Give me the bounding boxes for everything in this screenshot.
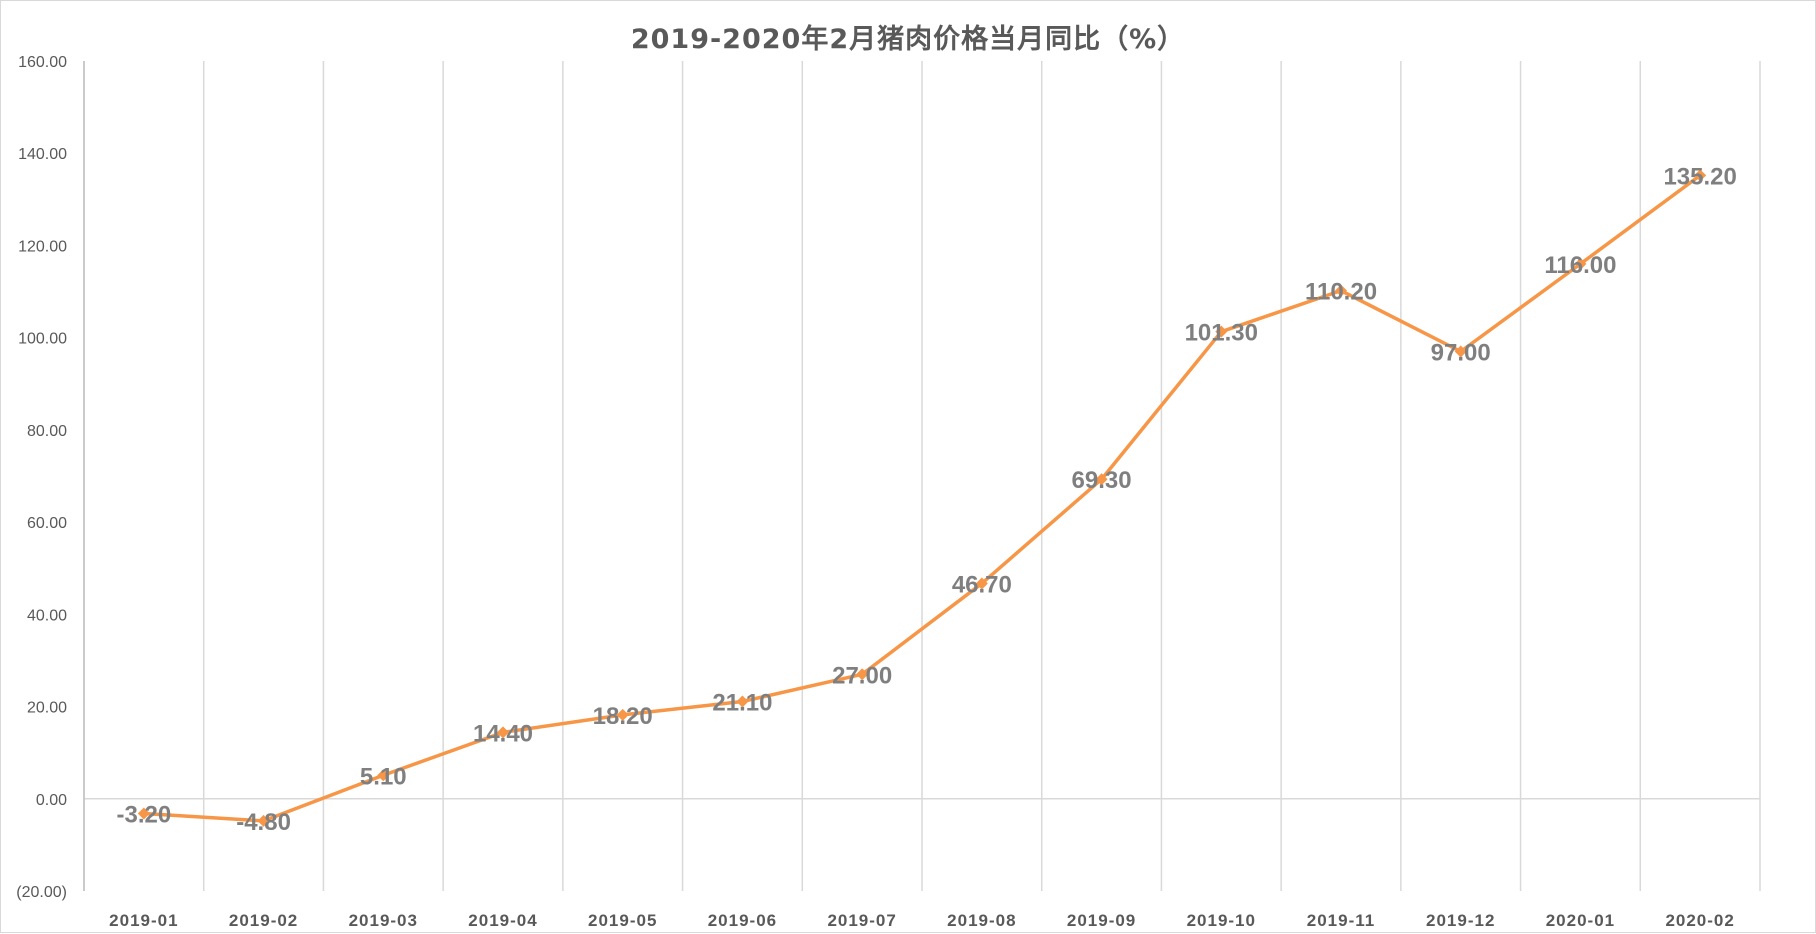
data-label: 14.40 [473, 720, 533, 747]
data-label: 21.10 [712, 689, 772, 716]
data-point-marker [856, 668, 869, 681]
data-label: 5.10 [360, 763, 407, 790]
data-point-marker [616, 708, 629, 721]
data-point-marker [736, 695, 749, 708]
y-tick-label: 0.00 [36, 792, 67, 809]
y-tick-label: 100.00 [18, 331, 67, 348]
data-point-marker [137, 807, 150, 820]
data-label: 46.70 [952, 571, 1012, 598]
data-label: -4.80 [236, 809, 291, 836]
y-tick-label: 160.00 [18, 54, 67, 71]
x-tick-label: 2019-03 [349, 911, 418, 930]
x-tick-label: 2019-12 [1426, 911, 1495, 930]
y-tick-label: 120.00 [18, 238, 67, 255]
data-label: 97.00 [1431, 340, 1491, 367]
data-point-marker [1335, 284, 1347, 297]
chart-title: 2019-2020年2月猪肉价格当月同比（%） [630, 24, 1186, 55]
y-tick-label: 40.00 [27, 607, 67, 624]
x-tick-label: 2020-01 [1546, 911, 1615, 930]
x-tick-label: 2019-04 [468, 911, 537, 930]
data-label: 69.30 [1072, 467, 1132, 494]
y-tick-label: 140.00 [18, 146, 67, 163]
x-tick-label: 2019-10 [1187, 911, 1256, 930]
y-tick-label: 20.00 [27, 700, 67, 717]
data-label: -3.20 [117, 802, 172, 829]
x-tick-label: 2019-09 [1067, 911, 1136, 930]
y-tick-label: 60.00 [27, 515, 67, 532]
data-label: 110.20 [1305, 279, 1377, 306]
data-point-marker [1574, 257, 1587, 270]
data-label: 116.00 [1544, 252, 1616, 279]
data-point-marker [975, 577, 988, 590]
data-label: 18.20 [593, 703, 653, 730]
y-tick-label: 80.00 [27, 423, 67, 440]
x-tick-label: 2019-07 [827, 911, 896, 930]
data-point-marker [1694, 169, 1707, 182]
x-tick-label: 2019-02 [229, 911, 298, 930]
data-point-marker [1095, 473, 1108, 486]
x-tick-label: 2019-01 [109, 911, 178, 930]
x-tick-label: 2019-06 [708, 911, 777, 930]
data-point-marker [1454, 345, 1467, 358]
x-tick-label: 2019-11 [1307, 911, 1375, 930]
x-tick-label: 2019-08 [947, 911, 1016, 930]
data-point-marker [257, 814, 270, 827]
data-point-marker [377, 769, 390, 782]
data-point-marker [497, 726, 509, 739]
data-label: 101.30 [1185, 320, 1258, 347]
data-label: 135.20 [1663, 163, 1736, 190]
x-tick-label: 2019-05 [588, 911, 657, 930]
series-line [143, 173, 1702, 823]
x-tick-label: 2020-02 [1665, 911, 1734, 930]
data-point-marker [1215, 325, 1228, 338]
data-label: 27.00 [832, 662, 892, 689]
y-tick-label: (20.00) [16, 884, 67, 901]
